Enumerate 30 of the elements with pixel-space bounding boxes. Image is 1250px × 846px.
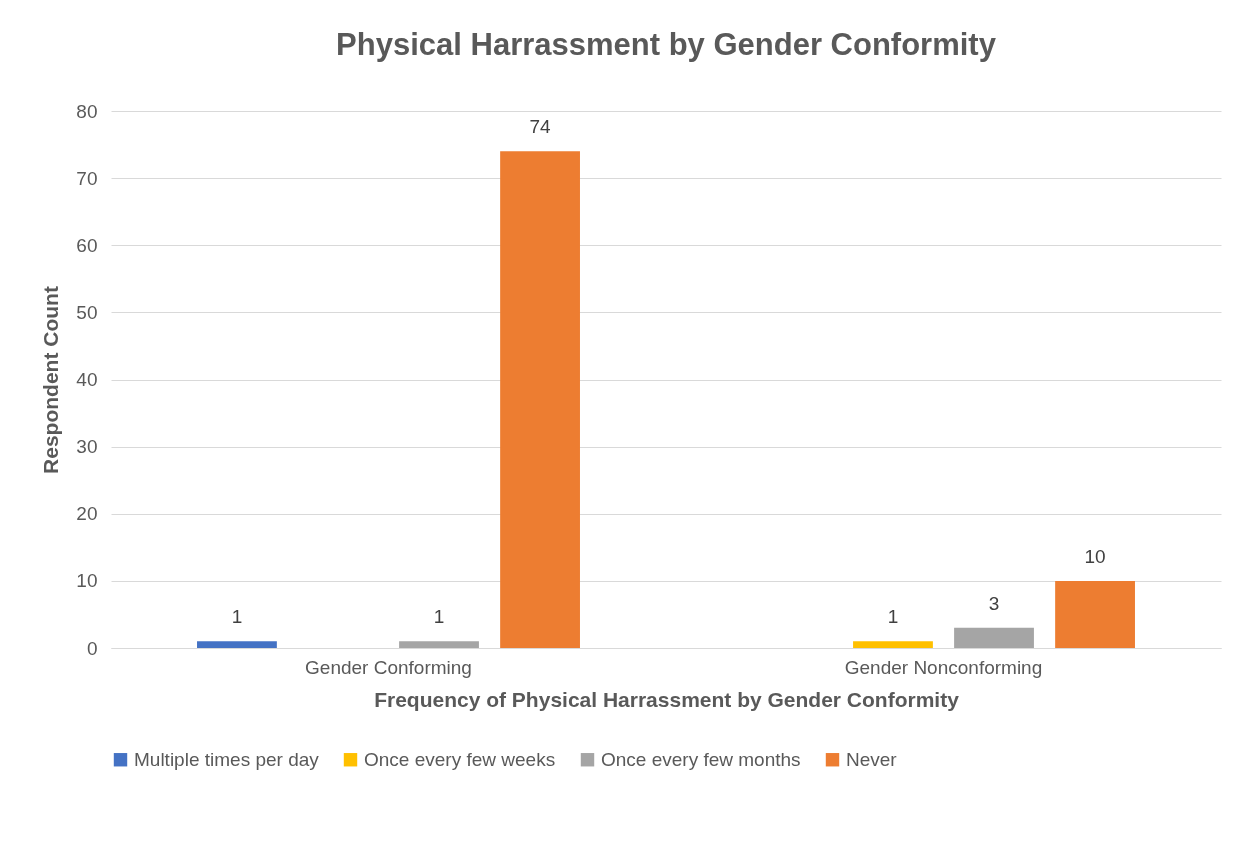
y-tick-label: 20 bbox=[76, 503, 98, 525]
x-axis-title: Frequency of Physical Harrassment by Gender Conformity bbox=[374, 687, 960, 711]
legend-label: Never bbox=[846, 748, 898, 770]
y-tick-label: 0 bbox=[86, 637, 98, 659]
y-tick-label: 50 bbox=[76, 301, 98, 323]
y-tick-label: 80 bbox=[76, 100, 98, 122]
bar bbox=[954, 627, 1034, 648]
y-tick-label: 60 bbox=[76, 234, 98, 256]
data-label: 1 bbox=[433, 606, 445, 628]
x-tick-label: Gender Conforming bbox=[305, 656, 472, 678]
legend-label: Once every few months bbox=[601, 748, 801, 770]
data-label: 1 bbox=[231, 606, 243, 628]
bar bbox=[197, 641, 277, 648]
legend-label: Multiple times per day bbox=[134, 748, 320, 770]
data-label: 3 bbox=[988, 592, 1000, 614]
legend-label: Once every few weeks bbox=[364, 748, 556, 770]
data-label: 10 bbox=[1084, 545, 1106, 567]
data-label: 1 bbox=[887, 606, 899, 628]
x-tick-label: Gender Nonconforming bbox=[844, 656, 1043, 678]
bar bbox=[1055, 580, 1135, 648]
y-axis-title: Respondent Count bbox=[39, 286, 63, 474]
chart-title: Physical Harrassment by Gender Conformity bbox=[336, 27, 997, 62]
bar bbox=[399, 641, 479, 648]
y-tick-label: 70 bbox=[76, 167, 98, 189]
y-tick-label: 40 bbox=[76, 369, 98, 390]
y-tick-label: 10 bbox=[76, 570, 98, 592]
bar bbox=[500, 151, 580, 648]
bar bbox=[853, 641, 933, 648]
y-tick-label: 30 bbox=[76, 436, 98, 458]
data-label: 74 bbox=[529, 116, 552, 138]
